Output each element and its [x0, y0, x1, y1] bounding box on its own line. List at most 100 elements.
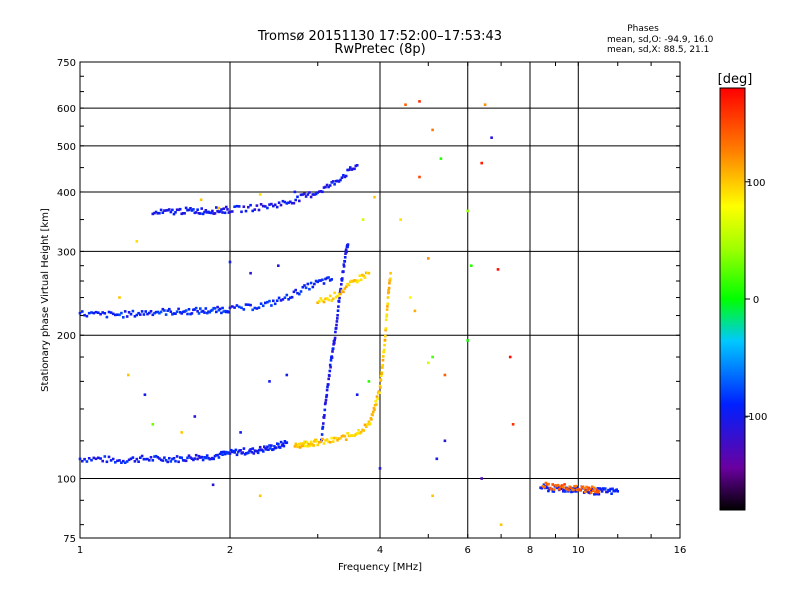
data-point [205, 311, 209, 315]
data-point [314, 192, 318, 196]
data-point [211, 308, 214, 312]
data-point [239, 431, 242, 434]
data-point [322, 422, 325, 425]
data-point [200, 310, 203, 313]
data-point [235, 453, 239, 457]
data-point [215, 310, 218, 314]
data-point [181, 459, 185, 462]
data-point [233, 205, 236, 208]
data-point [146, 457, 149, 461]
data-point [175, 455, 179, 458]
y-tick-label: 100 [57, 475, 76, 486]
data-point [376, 397, 379, 400]
data-point [158, 211, 161, 215]
data-point [249, 271, 252, 275]
data-point [333, 336, 337, 340]
data-point [373, 195, 376, 199]
data-point [181, 310, 185, 314]
data-point [261, 448, 264, 452]
data-point [383, 338, 387, 342]
data-point [371, 413, 374, 417]
data-point [318, 300, 321, 303]
data-point [194, 453, 198, 457]
data-point [431, 355, 434, 359]
data-point [269, 447, 272, 450]
data-point [315, 440, 319, 443]
data-point [186, 208, 189, 212]
data-point [200, 207, 203, 210]
data-point [140, 310, 144, 313]
data-point [380, 372, 384, 375]
data-point [357, 429, 360, 432]
data-point [259, 302, 263, 305]
data-point [349, 280, 352, 284]
phase-stats-title: Phases [627, 24, 659, 34]
data-point [285, 373, 289, 377]
data-point [592, 489, 595, 492]
data-point [236, 450, 240, 454]
data-point [319, 279, 323, 282]
data-point [589, 491, 593, 494]
data-point [231, 305, 234, 308]
data-point [378, 467, 382, 470]
x-tick-label: 2 [227, 545, 233, 556]
data-point [340, 289, 344, 293]
data-point [129, 312, 133, 316]
data-point [111, 312, 115, 316]
x-tick-label: 6 [465, 545, 471, 556]
data-point [192, 458, 195, 462]
data-point [101, 311, 104, 314]
data-point [189, 312, 192, 316]
data-point [311, 285, 315, 289]
data-point [593, 493, 596, 496]
data-point [496, 268, 500, 271]
data-point [268, 380, 271, 383]
data-point [321, 427, 324, 430]
data-point [270, 202, 273, 206]
data-point [333, 436, 336, 440]
data-point [355, 432, 359, 435]
data-point [99, 457, 102, 460]
data-point [154, 210, 158, 214]
data-point [342, 434, 345, 437]
data-point [594, 490, 597, 494]
data-point [335, 323, 338, 327]
data-point [227, 310, 231, 314]
data-point [387, 289, 390, 292]
data-point [346, 245, 349, 249]
data-point [597, 490, 601, 493]
data-point [382, 355, 385, 358]
data-point [107, 310, 111, 314]
data-point [189, 207, 192, 210]
data-points [78, 100, 619, 526]
data-point [350, 279, 353, 283]
data-point [146, 312, 149, 316]
data-point [275, 446, 278, 449]
data-point [199, 198, 203, 202]
data-point [249, 203, 252, 207]
data-point [579, 488, 582, 492]
data-point [330, 181, 333, 184]
data-point [105, 315, 109, 319]
data-point [135, 240, 139, 243]
data-point [184, 206, 188, 210]
data-point [326, 385, 329, 389]
data-point [590, 485, 594, 489]
data-point [203, 311, 206, 314]
data-point [551, 483, 554, 486]
data-point [217, 456, 221, 459]
data-point [158, 457, 161, 460]
data-point [183, 212, 186, 215]
data-point [308, 444, 311, 448]
data-point [190, 209, 194, 212]
data-point [542, 483, 546, 486]
data-point [283, 440, 287, 443]
data-point [204, 209, 208, 212]
data-point [144, 310, 147, 313]
data-point [349, 434, 352, 438]
data-point [343, 435, 347, 438]
data-point [287, 201, 290, 204]
data-point [381, 366, 384, 369]
data-point [337, 305, 340, 308]
data-point [168, 208, 171, 211]
